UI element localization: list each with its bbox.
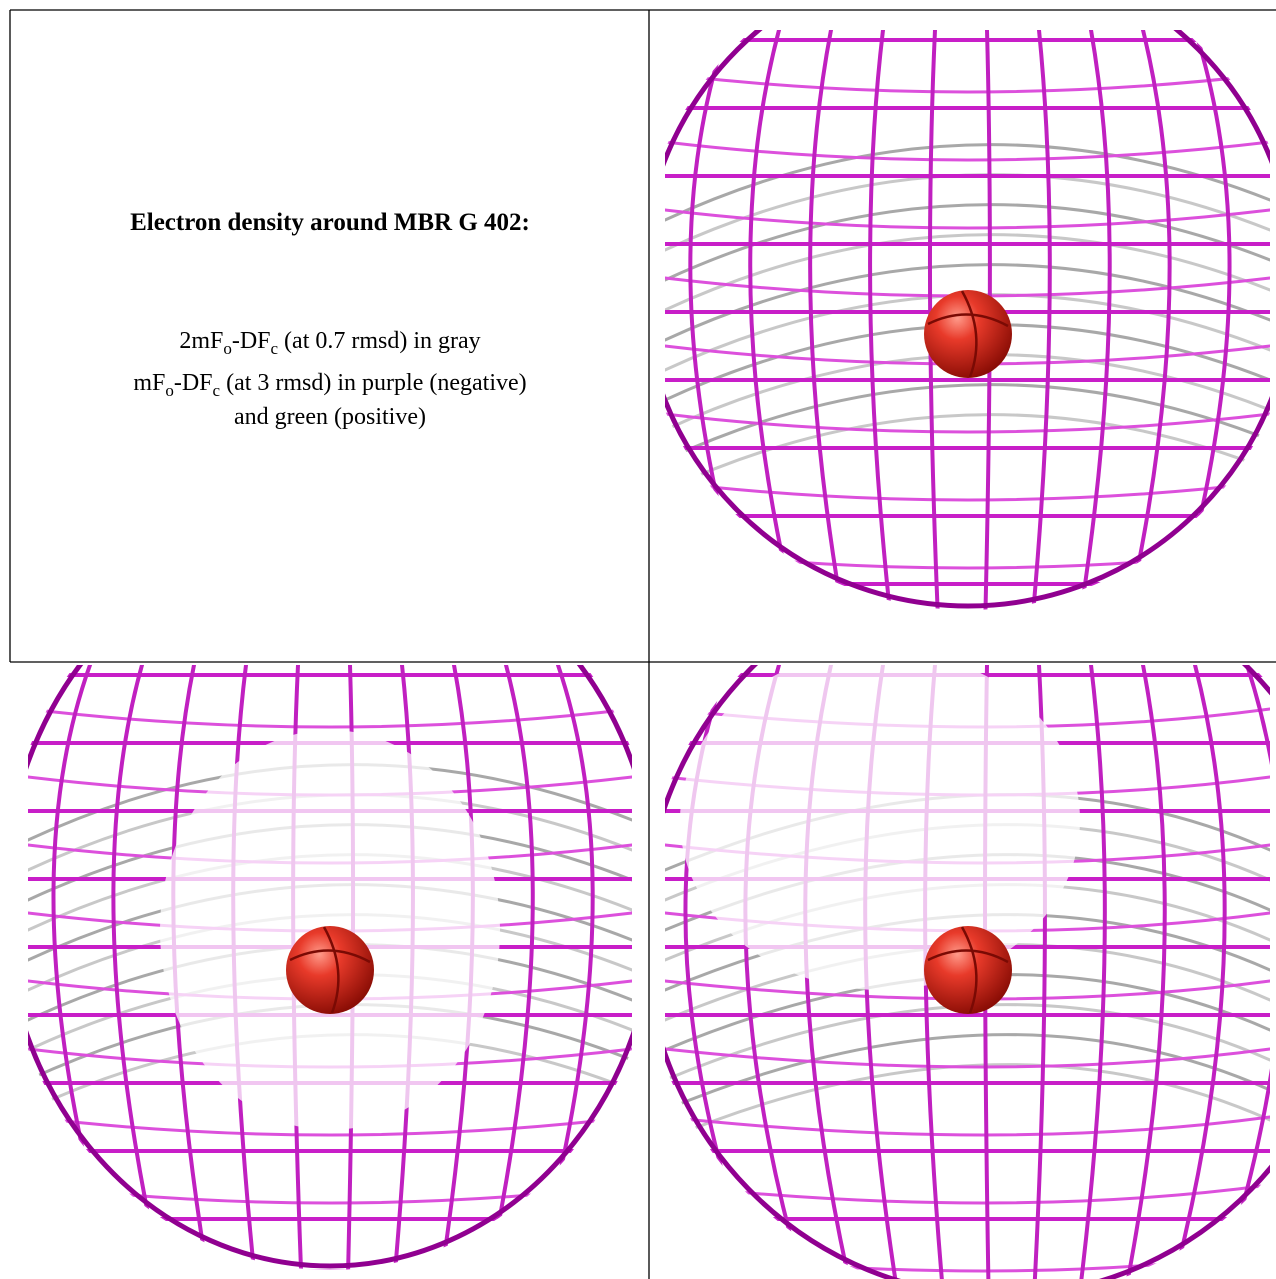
- mesh-rim: [665, 30, 1270, 609]
- mesh-line: [28, 1115, 632, 1137]
- text-run: -DF: [174, 370, 213, 396]
- mesh-line: [1169, 30, 1232, 610]
- mesh-line: [51, 665, 118, 1270]
- sphere-seam: [927, 313, 1009, 328]
- text-run: (at 0.7 rmsd) in gray: [278, 328, 481, 354]
- mesh-line: [1122, 30, 1172, 610]
- mesh-rim: [28, 665, 632, 1269]
- mesh-line: [665, 1251, 1270, 1273]
- mesh-line: [532, 665, 595, 1270]
- sphere-seam: [960, 290, 978, 378]
- mesh-line: [665, 412, 1270, 434]
- density-panel: [28, 665, 632, 1270]
- atom-sphere: [924, 290, 1012, 378]
- text-run: (at 3 rmsd) in purple (negative): [220, 370, 527, 396]
- mesh-line: [665, 480, 1270, 502]
- mesh-line: [1079, 665, 1107, 1279]
- mesh-line: [485, 665, 535, 1270]
- mesh-line: [1172, 665, 1227, 1279]
- sphere-seam: [322, 926, 340, 1014]
- atom-sphere: [286, 926, 374, 1014]
- mesh-line: [868, 30, 894, 610]
- mesh-line: [665, 140, 1270, 162]
- legend-line: and green (positive): [234, 404, 426, 430]
- text-run: 2mF: [179, 328, 223, 354]
- table-borders: [9, 9, 1276, 1279]
- text-run: -DF: [232, 328, 271, 354]
- legend-line: mFo-DFc (at 3 rmsd) in purple (negative): [133, 370, 526, 400]
- text-run: mF: [133, 370, 165, 396]
- gray-mesh-line: [665, 413, 1270, 492]
- mesh-line: [665, 72, 1270, 94]
- mesh-line: [665, 1115, 1270, 1137]
- mesh-line: [665, 618, 1270, 636]
- mesh-line: [28, 1183, 632, 1205]
- gray-mesh-line: [665, 383, 1270, 462]
- subscript: c: [213, 381, 221, 400]
- mesh-line: [28, 707, 632, 729]
- mesh-line: [808, 30, 848, 610]
- mesh: [665, 665, 1270, 1279]
- sphere-seam: [289, 949, 371, 964]
- mesh-line: [1076, 30, 1112, 610]
- mesh-line: [1029, 30, 1052, 610]
- gray-mesh-line: [665, 173, 1270, 252]
- mesh-line: [688, 30, 755, 610]
- text-run: and green (positive): [234, 404, 426, 430]
- cell-title: Electron density around MBR G 402:: [130, 209, 530, 236]
- density-panel: [665, 665, 1270, 1279]
- mesh-hole: [680, 665, 1080, 990]
- subscript: c: [271, 339, 279, 358]
- mesh-line: [1125, 665, 1167, 1279]
- sphere-seam: [960, 926, 978, 1014]
- mesh-line: [665, 548, 1270, 570]
- panel-clip: [665, 30, 1270, 636]
- mesh-line: [111, 665, 164, 1270]
- gray-mesh-line: [665, 143, 1270, 222]
- mesh-line: [1219, 665, 1270, 1279]
- panel-clip: [665, 665, 1270, 1279]
- mesh: [28, 665, 632, 1270]
- subscript: o: [223, 339, 232, 358]
- mesh-line: [927, 30, 941, 610]
- mesh-line: [748, 30, 801, 610]
- atom-sphere: [924, 926, 1012, 1014]
- sphere-seam: [927, 949, 1009, 964]
- density-panel: [665, 30, 1270, 636]
- subscript: o: [165, 381, 174, 400]
- panel-clip: [28, 665, 632, 1270]
- legend-line: 2mFo-DFc (at 0.7 rmsd) in gray: [179, 328, 480, 358]
